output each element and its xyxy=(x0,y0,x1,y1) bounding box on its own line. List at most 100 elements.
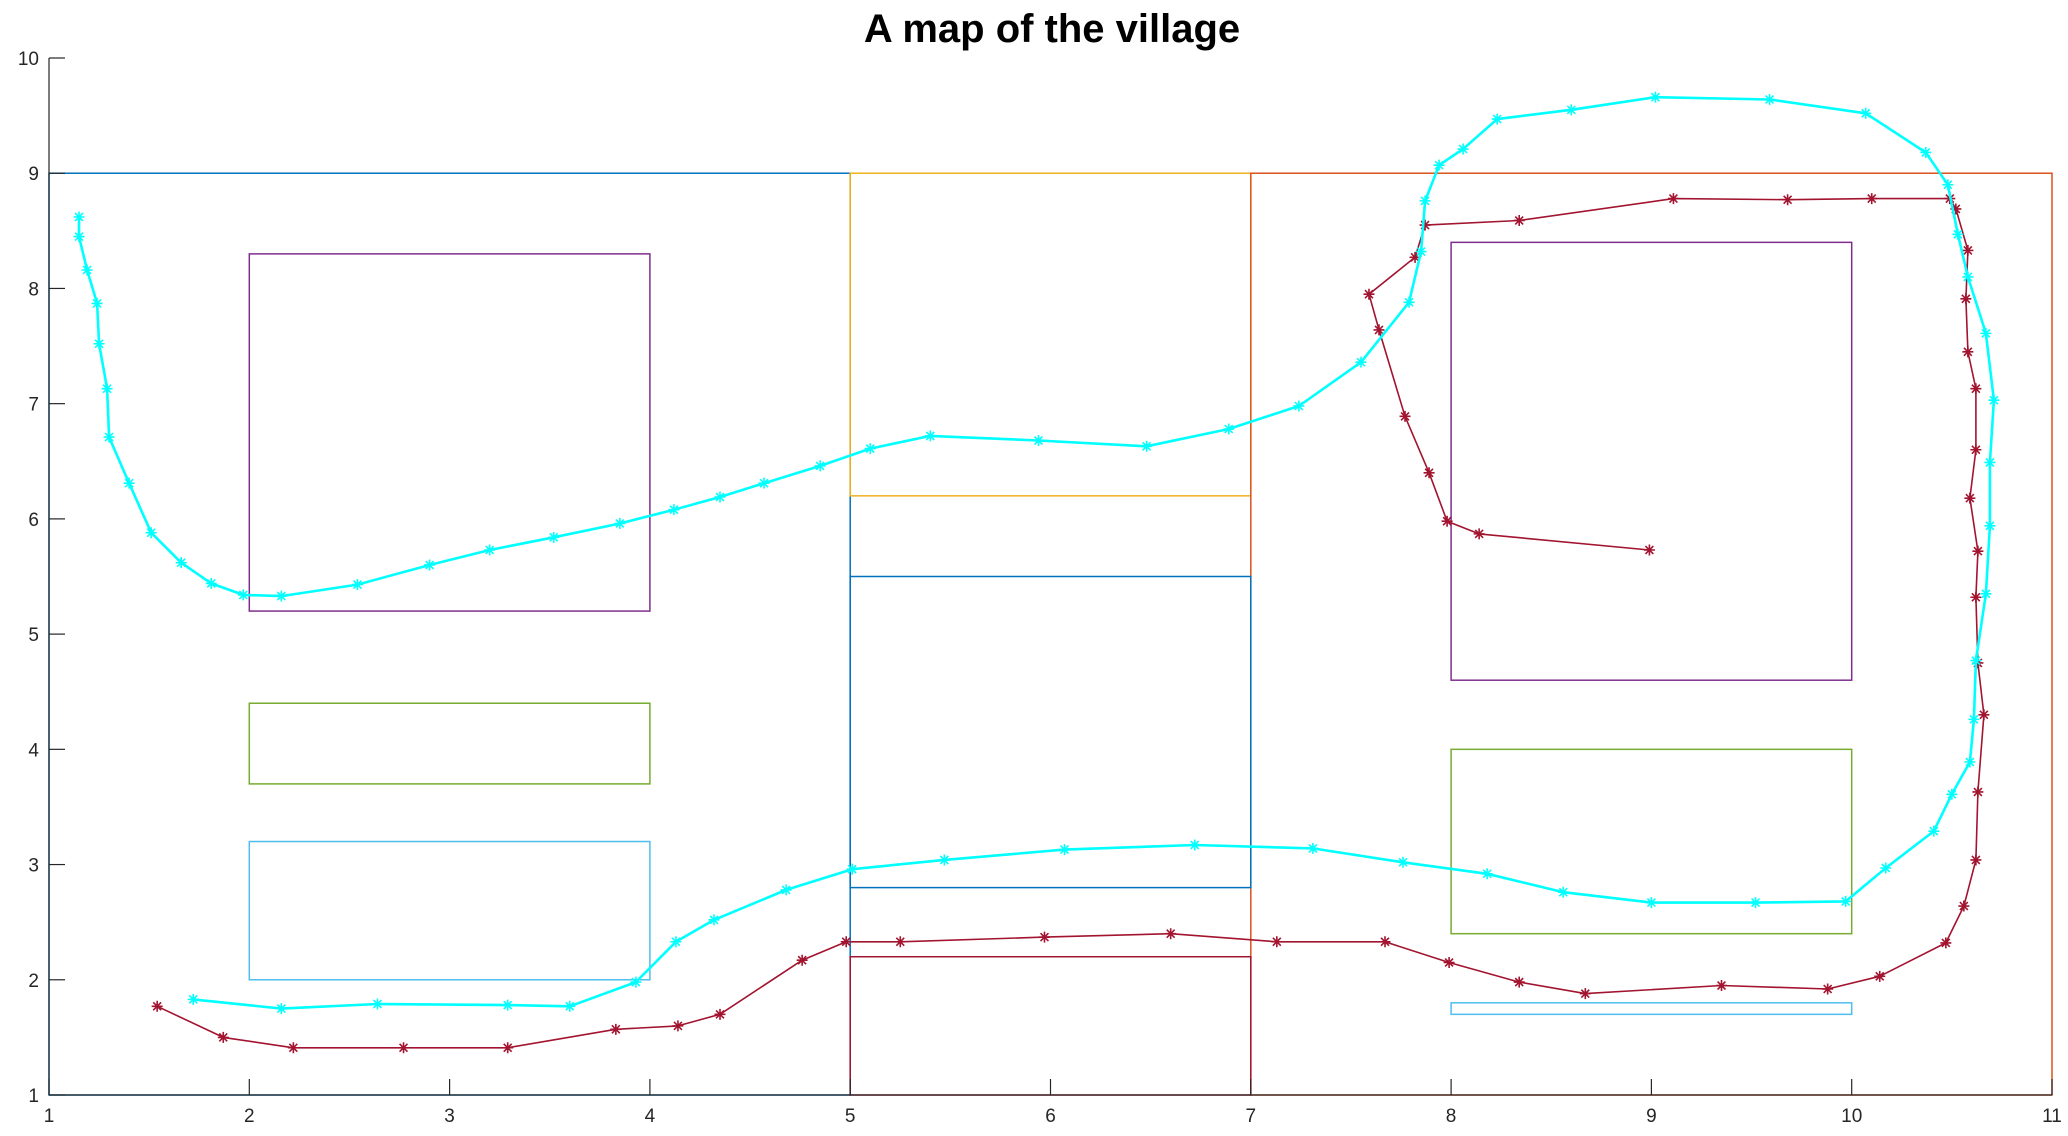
series-2-point xyxy=(1481,868,1493,880)
series-2-point xyxy=(205,577,217,589)
map-rectangle-11 xyxy=(1450,1002,1853,1016)
series-1-point xyxy=(1473,528,1485,540)
series-2-point xyxy=(670,936,682,948)
series-2-point xyxy=(145,527,157,539)
series-1-point xyxy=(1399,410,1411,422)
series-2-point xyxy=(1419,195,1431,207)
map-rectangle-9 xyxy=(1450,241,1853,681)
series-1-point xyxy=(1950,203,1962,215)
series-2-point xyxy=(1415,246,1427,258)
series-2-point xyxy=(1970,655,1982,667)
series-1-point xyxy=(1443,956,1455,968)
x-tick-label: 2 xyxy=(244,1106,255,1127)
series-2-point xyxy=(630,976,642,988)
series-1-point xyxy=(398,1042,410,1054)
series-2-point xyxy=(275,590,287,602)
series-2-point xyxy=(1962,271,1974,283)
map-rectangle-5 xyxy=(248,702,651,785)
series-2-point xyxy=(1880,862,1892,874)
series-1-point xyxy=(1962,244,1974,256)
series-2-point xyxy=(1403,296,1415,308)
series-2-point xyxy=(502,999,514,1011)
y-tick-label: 10 xyxy=(18,49,39,70)
y-tick-label: 1 xyxy=(28,1086,39,1107)
x-tick-label: 9 xyxy=(1646,1106,1657,1127)
series-2-point xyxy=(1307,842,1319,854)
series-1-point xyxy=(1419,219,1431,231)
series-1-point xyxy=(1970,854,1982,866)
x-tick-label: 5 xyxy=(845,1106,856,1127)
series-2-point xyxy=(1750,897,1762,909)
y-tick-label: 8 xyxy=(28,279,39,300)
y-tick-label: 4 xyxy=(28,740,39,761)
series-2-point xyxy=(564,1000,576,1012)
series-2-point xyxy=(1433,159,1445,171)
series-1-point xyxy=(1579,988,1591,1000)
series-layer xyxy=(73,91,2000,1054)
series-1-point xyxy=(1513,214,1525,226)
series-1-point xyxy=(1643,544,1655,556)
series-2-point xyxy=(1952,228,1964,240)
series-1-point xyxy=(1373,324,1385,336)
series-1-point xyxy=(1716,980,1728,992)
y-tick-label: 2 xyxy=(28,971,39,992)
series-2-point xyxy=(1293,400,1305,412)
series-2-point xyxy=(91,297,103,309)
series-2-point xyxy=(103,431,115,443)
series-1-point xyxy=(1940,937,1952,949)
series-1-point xyxy=(1970,591,1982,603)
y-tick-label: 5 xyxy=(28,625,39,646)
series-1-point xyxy=(840,936,852,948)
series-2-point xyxy=(1968,713,1980,725)
series-1-point xyxy=(714,1008,726,1020)
series-2-point xyxy=(814,460,826,472)
series-2-point xyxy=(1928,825,1940,837)
series-2-point xyxy=(1920,146,1932,158)
series-2-point xyxy=(1860,107,1872,119)
series-1-point xyxy=(1962,346,1974,358)
series-1-point xyxy=(1960,293,1972,305)
series-2-point xyxy=(187,993,199,1005)
series-2-point xyxy=(668,504,680,516)
series-1-point xyxy=(1038,931,1050,943)
series-2 xyxy=(73,91,2000,1015)
series-2-point xyxy=(175,557,187,569)
y-tick-label: 7 xyxy=(28,395,39,416)
x-tick-label: 11 xyxy=(2042,1106,2062,1127)
series-1-point xyxy=(1978,709,1990,721)
series-1-point xyxy=(1964,492,1976,504)
series-1-point xyxy=(1874,970,1886,982)
series-1-point xyxy=(1958,900,1970,912)
x-tick-label: 7 xyxy=(1246,1106,1257,1127)
series-2-point xyxy=(1032,435,1044,447)
series-1-point xyxy=(1972,545,1984,557)
map-rectangle-6 xyxy=(248,840,651,981)
series-1-point xyxy=(1409,251,1421,263)
series-2-point xyxy=(1946,788,1958,800)
series-2-point xyxy=(1840,895,1852,907)
series-2-point xyxy=(237,589,249,601)
series-2-point xyxy=(714,491,726,503)
series-2-point xyxy=(424,559,436,571)
series-2-point xyxy=(1565,104,1577,116)
series-2-point xyxy=(73,211,85,223)
series-2-point xyxy=(1980,327,1992,339)
series-1 xyxy=(151,193,1990,1054)
series-1-point xyxy=(502,1042,514,1054)
series-1-point xyxy=(610,1023,622,1035)
series-2-point xyxy=(1059,844,1071,856)
series-2-point xyxy=(780,884,792,896)
series-2-point xyxy=(614,517,626,529)
series-2-point xyxy=(1964,756,1976,768)
series-1-point xyxy=(1970,383,1982,395)
series-1-point xyxy=(796,954,808,966)
x-tick-label: 6 xyxy=(1045,1106,1056,1127)
x-tick-label: 10 xyxy=(1841,1106,1862,1127)
series-2-point xyxy=(924,430,936,442)
series-1-point xyxy=(217,1031,229,1043)
series-1-point xyxy=(1513,976,1525,988)
map-rectangle-10 xyxy=(1450,748,1853,935)
series-1-point xyxy=(894,936,906,948)
series-2-point xyxy=(1491,113,1503,125)
